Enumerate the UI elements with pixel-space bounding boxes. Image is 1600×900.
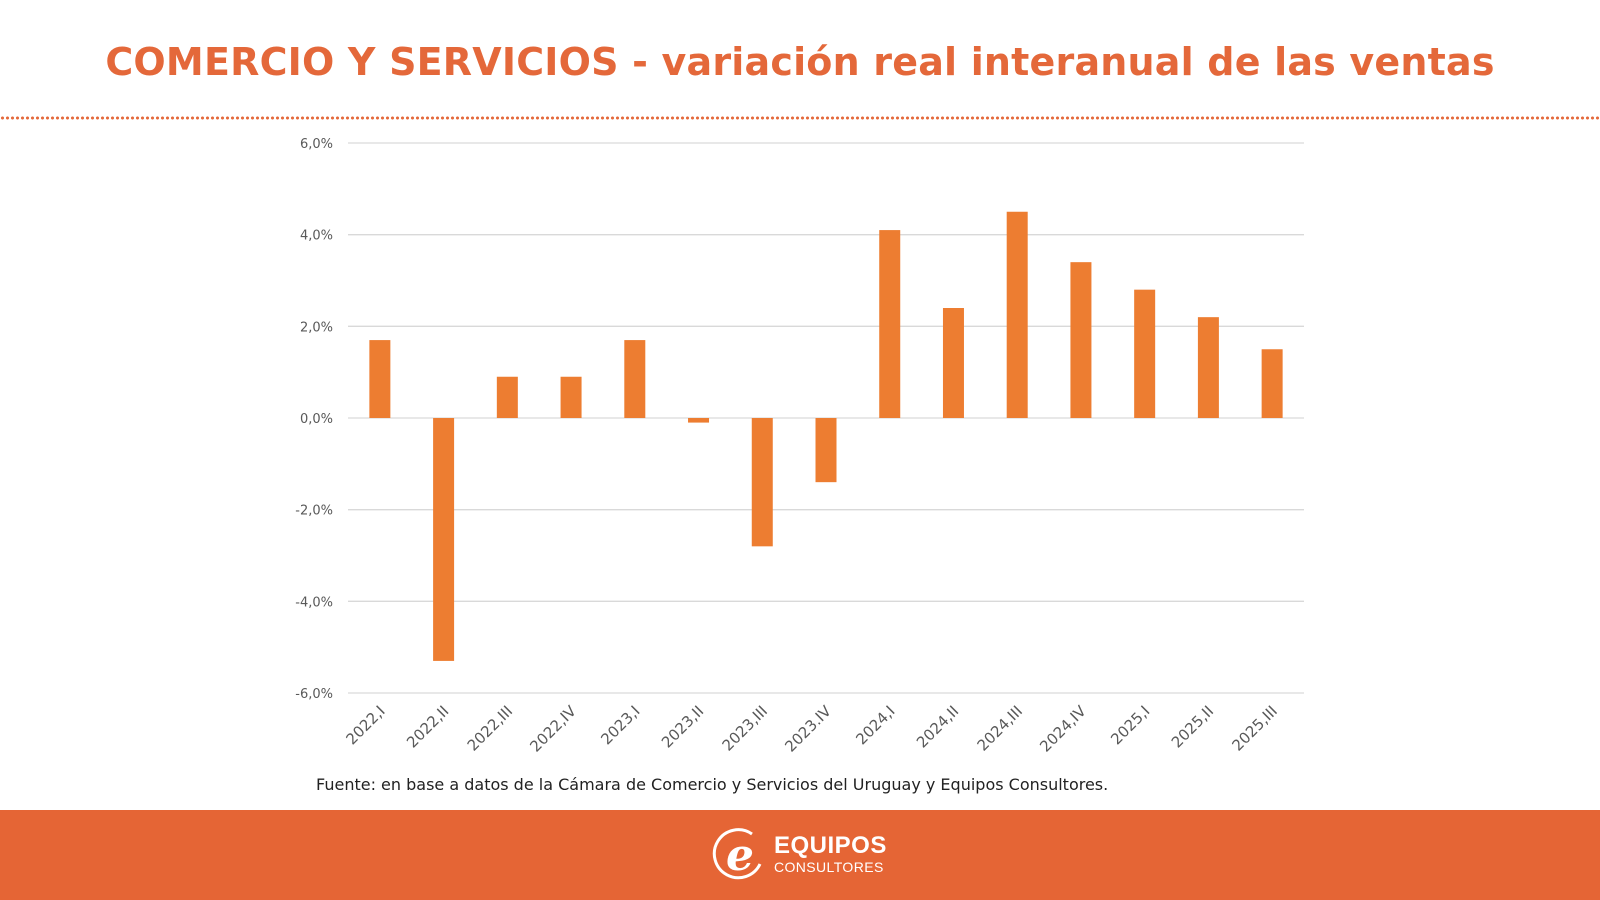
- x-tick-label: 2023,II: [658, 702, 707, 751]
- page-title: COMERCIO Y SERVICIOS - variación real in…: [105, 40, 1495, 84]
- e-letter-logo-icon: e: [712, 826, 768, 882]
- bar-2023-II: [688, 418, 710, 423]
- dotted-divider: [0, 116, 1600, 120]
- x-tick-label: 2023,I: [597, 702, 643, 748]
- bar-2023-I: [624, 340, 646, 418]
- bar-2022-III: [496, 376, 518, 418]
- x-tick-label: 2022,II: [403, 702, 452, 751]
- x-tick-label: 2024,I: [852, 702, 898, 748]
- y-tick-label: 0,0%: [300, 412, 333, 427]
- bar-2022-I: [369, 340, 391, 418]
- bar-2025-I: [1134, 289, 1156, 418]
- x-tick-label: 2025,I: [1107, 702, 1153, 748]
- bar-2024-IV: [1070, 262, 1092, 418]
- x-tick-label: 2025,III: [1228, 702, 1280, 754]
- x-tick-label: 2024,II: [913, 702, 962, 751]
- bar-2023-IV: [815, 418, 837, 483]
- x-tick-label: 2023,III: [719, 702, 771, 754]
- x-tick-label: 2022,III: [464, 702, 516, 754]
- y-axis-ticks: 6,0% 4,0% 2,0% 0,0% -2,0% -4,0% -6,0%: [295, 137, 333, 702]
- bar-2024-II: [942, 308, 964, 418]
- bar-2022-IV: [560, 376, 582, 418]
- x-tick-label: 2024,III: [974, 702, 1026, 754]
- bar-2025-III: [1261, 349, 1283, 418]
- footer: e EQUIPOS CONSULTORES: [0, 810, 1600, 900]
- y-tick-label: -4,0%: [295, 595, 333, 610]
- bar-2022-II: [433, 418, 455, 661]
- source-note: Fuente: en base a datos de la Cámara de …: [316, 775, 1109, 794]
- y-tick-label: -6,0%: [295, 687, 333, 702]
- x-tick-label: 2025,II: [1168, 702, 1217, 751]
- y-tick-label: -2,0%: [295, 504, 333, 519]
- x-tick-label: 2022,I: [342, 702, 388, 748]
- bar-2024-I: [879, 230, 901, 418]
- x-tick-label: 2024,IV: [1036, 702, 1090, 756]
- y-tick-label: 2,0%: [300, 320, 333, 335]
- bar-2025-II: [1197, 317, 1219, 418]
- brand-logo: e EQUIPOS CONSULTORES: [712, 826, 887, 882]
- y-tick-label: 6,0%: [300, 137, 333, 152]
- x-axis-ticks: 2022,I 2022,II 2022,III 2022,IV 2023,I 2023,I…: [342, 702, 1280, 756]
- bar-2024-III: [1006, 211, 1028, 418]
- brand-name: EQUIPOS: [774, 832, 887, 859]
- svg-text:e: e: [726, 830, 754, 881]
- x-tick-label: 2023.IV: [781, 702, 835, 756]
- bars: [369, 211, 1283, 661]
- y-tick-label: 4,0%: [300, 229, 333, 244]
- x-tick-label: 2022,IV: [526, 702, 580, 756]
- bar-2023-III: [751, 418, 773, 547]
- brand-subtitle: CONSULTORES: [774, 859, 884, 875]
- bar-chart: 6,0%4,0%2,0%0,0%-2,0%-4,0%-6,0% 2022,I 20…: [295, 137, 1304, 756]
